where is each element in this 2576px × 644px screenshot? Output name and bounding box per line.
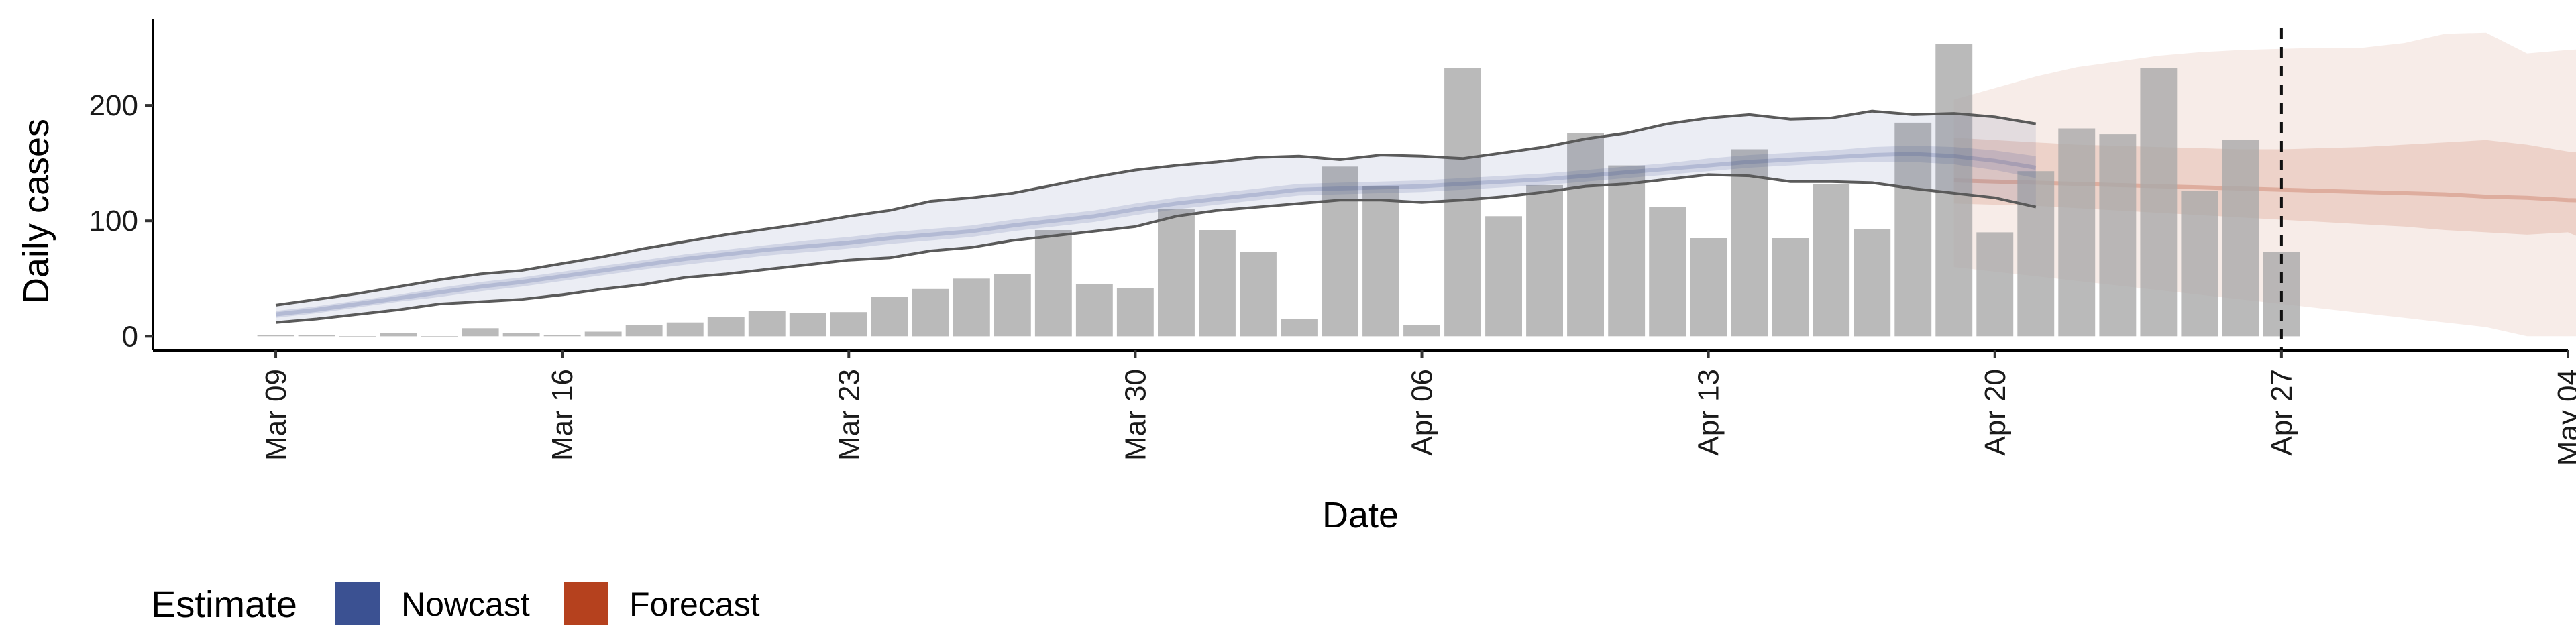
nowcast-median-line [275,152,2037,317]
bar [1731,149,1768,337]
bar [1976,232,2014,337]
x-tick-label: Mar 09 [260,369,292,461]
bar [1649,207,1686,337]
y-tick-label: 200 [89,89,138,122]
legend-title: Estimate [151,583,297,625]
bar [666,322,704,337]
x-tick-label: Mar 16 [546,369,579,461]
observed-bars [257,44,2300,337]
nowcast-band-90 [276,111,2036,323]
y-tick-label: 100 [89,205,138,237]
bar [830,312,867,337]
bar [2058,128,2096,337]
interval-lines [275,109,2037,324]
bar [502,333,540,337]
bar [1199,230,1236,337]
x-tick-label: Mar 23 [833,369,865,461]
bar [625,325,663,337]
bar [1608,165,1646,337]
bar [2222,140,2259,337]
bar [2099,134,2137,337]
bar [1854,229,1891,337]
x-tick-label: May 04 [2552,369,2576,466]
y-axis-title: Daily cases [16,119,56,304]
bar [339,336,376,337]
nowcast-bands [275,111,2037,323]
legend-label-forecast: Forecast [629,586,760,623]
bar [1116,288,1154,337]
bar [2017,171,2055,337]
bar [2140,68,2178,337]
y-axis-ticks: 0 100 200 [89,89,153,353]
bar [1485,216,1522,337]
bar [1034,230,1072,337]
bar [543,335,581,337]
bar [2181,191,2218,337]
y-tick-label: 0 [122,320,138,353]
bar [1690,238,1727,337]
nowcast-upper-line [275,109,2037,307]
bar [1362,186,1399,337]
bar [1322,166,1358,337]
bar [1240,252,1277,337]
legend: Estimate Nowcast Forecast [151,582,760,625]
bar [953,278,990,337]
x-axis-title: Date [1322,495,1399,535]
bar [421,336,458,337]
x-tick-label: Apr 27 [2265,369,2298,456]
bar [1158,209,1195,337]
bar [1813,184,1850,337]
bar [584,331,622,337]
x-tick-label: Mar 30 [1119,369,1152,461]
bar [1403,325,1440,337]
bar [707,317,745,337]
bar [1075,284,1113,337]
bar [1935,44,1973,337]
bar [1526,184,1563,337]
bar [1772,238,1809,337]
bar [257,335,294,337]
bar [789,313,826,337]
nowcast-lower-line [275,173,2037,324]
bar [912,288,949,337]
bar [1281,319,1318,337]
bar [994,274,1031,337]
x-tick-label: Apr 20 [1979,369,2012,456]
bar [380,333,417,337]
bar [1444,68,1481,337]
x-tick-label: Apr 06 [1406,369,1439,456]
legend-key-forecast [564,582,608,625]
legend-key-nowcast [335,582,380,625]
x-tick-label: Apr 13 [1693,369,1725,456]
bar [1894,122,1932,337]
bar [1567,133,1604,337]
legend-label-nowcast: Nowcast [401,586,530,623]
bar [871,297,908,337]
axes [152,19,2568,352]
x-axis-ticks: Mar 09 Mar 16 Mar 23 Mar 30 Apr 06 Apr 13 Apr … [260,350,2576,466]
bar [462,328,499,337]
bar [298,335,335,337]
bar [748,311,786,337]
